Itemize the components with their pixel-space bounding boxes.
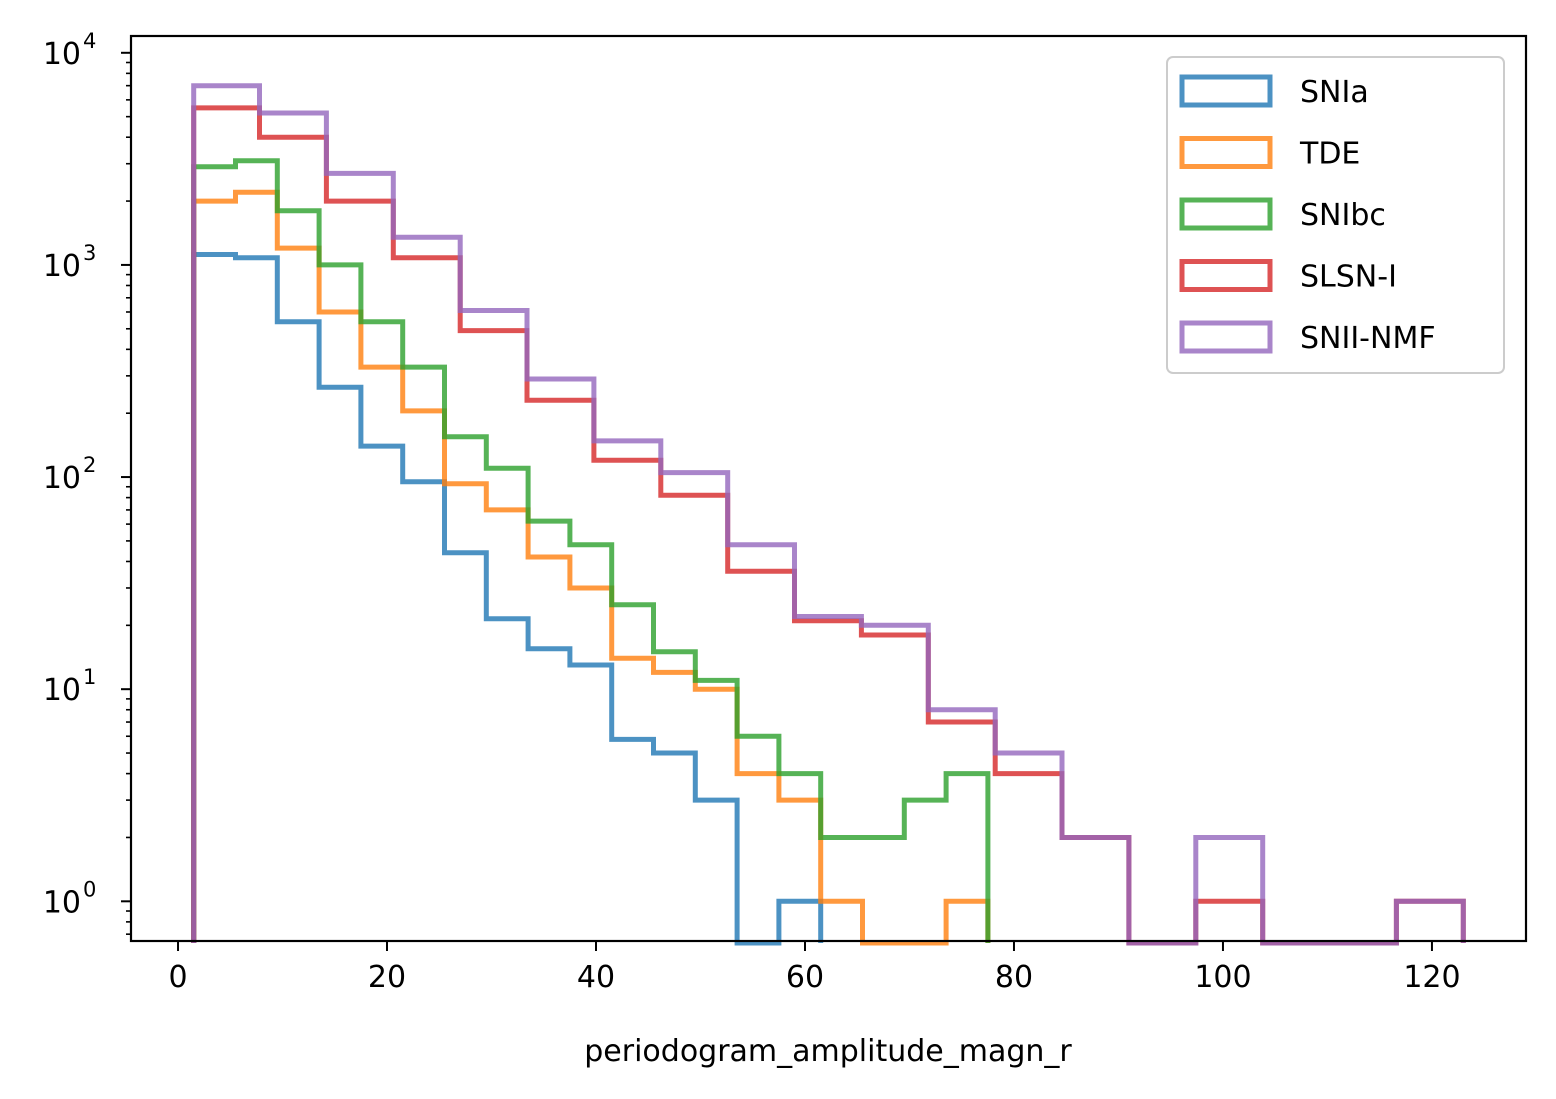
x-axis: 0 20 40 60 80 100 120 bbox=[168, 941, 1461, 995]
legend-swatch-snii-nmf bbox=[1179, 320, 1273, 354]
y-tick-base: 10 bbox=[43, 885, 81, 920]
y-tick-exponent: 3 bbox=[83, 241, 96, 265]
x-tick-label: 60 bbox=[786, 960, 824, 995]
legend-label-snia: SNIa bbox=[1300, 75, 1369, 110]
legend-label-snii-nmf: SNII-NMF bbox=[1300, 321, 1436, 356]
legend-swatch-snibc bbox=[1179, 197, 1273, 231]
x-tick-label: 20 bbox=[368, 960, 406, 995]
x-tick-label: 100 bbox=[1194, 960, 1251, 995]
y-tick-label: 10 bbox=[43, 37, 81, 72]
legend-swatch-slsn-i bbox=[1179, 259, 1273, 292]
legend-label-snibc: SNIbc bbox=[1300, 198, 1386, 233]
legend: SNIa TDE SNIbc SLSN-I SNII-NMF bbox=[1166, 56, 1505, 374]
y-tick-base: 10 bbox=[43, 249, 81, 284]
series-tde-steps bbox=[191, 189, 991, 946]
legend-swatch-snia bbox=[1179, 74, 1273, 108]
y-tick-exponent: 4 bbox=[83, 29, 96, 53]
x-axis-label: periodogram_amplitude_magn_r bbox=[584, 1034, 1072, 1069]
series-layer bbox=[191, 83, 1466, 946]
y-tick-label: 10 bbox=[43, 249, 81, 284]
y-tick-base: 10 bbox=[43, 673, 81, 708]
x-tick-label: 40 bbox=[577, 960, 615, 995]
plot-frame bbox=[129, 34, 1528, 943]
x-tick-label: 0 bbox=[168, 960, 187, 995]
legend-swatch-tde bbox=[1179, 136, 1273, 169]
y-tick-base: 10 bbox=[43, 461, 81, 496]
series-snibc-steps bbox=[191, 158, 991, 943]
legend-label-slsn-i: SLSN-I bbox=[1300, 260, 1397, 295]
y-tick-exponent: 0 bbox=[83, 877, 96, 901]
legend-label-tde: TDE bbox=[1299, 137, 1360, 172]
y-tick-base: 10 bbox=[43, 37, 81, 72]
y-tick-label: 10 bbox=[43, 673, 81, 708]
x-tick-label: 80 bbox=[995, 960, 1033, 995]
y-tick-label: 10 bbox=[43, 885, 81, 920]
series-snii-nmf-steps bbox=[191, 83, 1466, 946]
y-tick-exponent: 2 bbox=[83, 453, 96, 477]
x-tick-label: 120 bbox=[1403, 960, 1460, 995]
y-tick-exponent: 1 bbox=[83, 665, 96, 689]
series-snia-steps bbox=[191, 252, 824, 946]
y-tick-label: 10 bbox=[43, 461, 81, 496]
